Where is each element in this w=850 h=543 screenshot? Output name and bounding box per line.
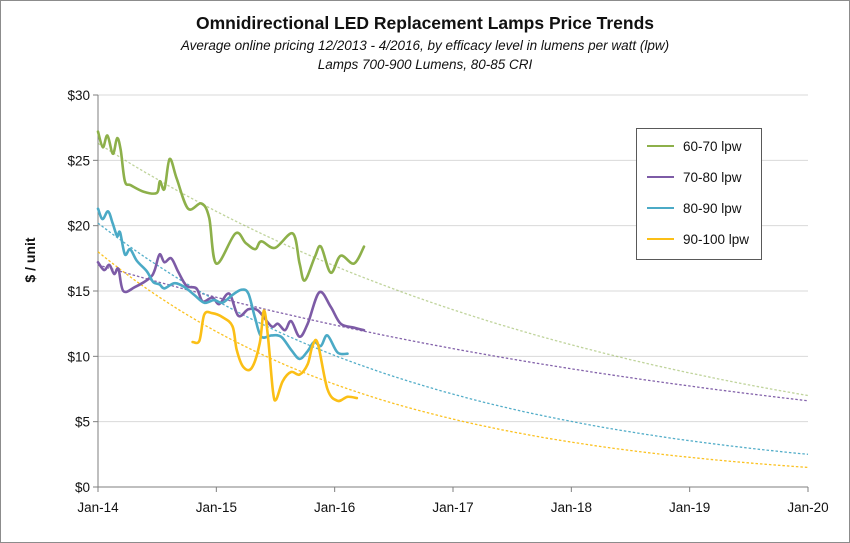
legend-label-80-90: 80-90 lpw [683, 200, 742, 216]
legend-swatch-80-90 [647, 206, 674, 210]
x-tick-label: Jan-14 [77, 500, 119, 515]
legend-label-60-70: 60-70 lpw [683, 138, 742, 154]
series-line-80-90-lpw [96, 207, 349, 361]
legend-swatch-60-70 [647, 144, 674, 148]
chart-title: Omnidirectional LED Replacement Lamps Pr… [195, 13, 655, 33]
x-tick-label: Jan-19 [669, 500, 710, 515]
legend-swatch-70-80 [647, 175, 674, 179]
y-tick-label: $25 [67, 153, 90, 168]
trendline-90-100-lpw [97, 251, 809, 469]
y-tick-label: $20 [67, 219, 90, 234]
y-tick-label: $0 [75, 480, 90, 495]
legend-item-70-80: 70-80 lpw [647, 169, 742, 185]
trendline-60-70-lpw [97, 142, 809, 397]
y-tick-label: $10 [67, 349, 90, 364]
series-line-70-80-lpw [96, 253, 366, 338]
legend-label-90-100: 90-100 lpw [683, 231, 750, 247]
legend: 60-70 lpw 70-80 lpw 80-90 lpw 90-100 lpw [636, 128, 762, 260]
x-tick-label: Jan-16 [314, 500, 355, 515]
y-tick-label: $15 [67, 284, 90, 299]
legend-swatch-90-100 [647, 237, 674, 241]
x-tick-label: Jan-17 [432, 500, 473, 515]
y-tick-label: $30 [67, 88, 90, 103]
series-line-90-100-lpw [191, 309, 359, 403]
series-line-60-70-lpw [96, 130, 366, 282]
y-tick-label: $5 [75, 415, 90, 430]
x-tick-label: Jan-18 [551, 500, 592, 515]
legend-item-60-70: 60-70 lpw [647, 138, 742, 154]
x-tick-label: Jan-20 [787, 500, 828, 515]
x-tick-label: Jan-15 [196, 500, 237, 515]
legend-item-90-100: 90-100 lpw [647, 231, 749, 247]
chart-subtitle-line-1: Average online pricing 12/2013 - 4/2016,… [180, 38, 670, 53]
legend-label-70-80: 70-80 lpw [683, 169, 742, 185]
legend-item-80-90: 80-90 lpw [647, 200, 742, 216]
chart-subtitle-line-2: Lamps 700-900 Lumens, 80-85 CRI [317, 57, 533, 72]
trendline-70-80-lpw [97, 264, 809, 402]
